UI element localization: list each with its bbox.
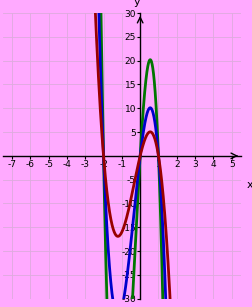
X-axis label: x: x (247, 180, 252, 190)
Y-axis label: y: y (134, 0, 141, 7)
